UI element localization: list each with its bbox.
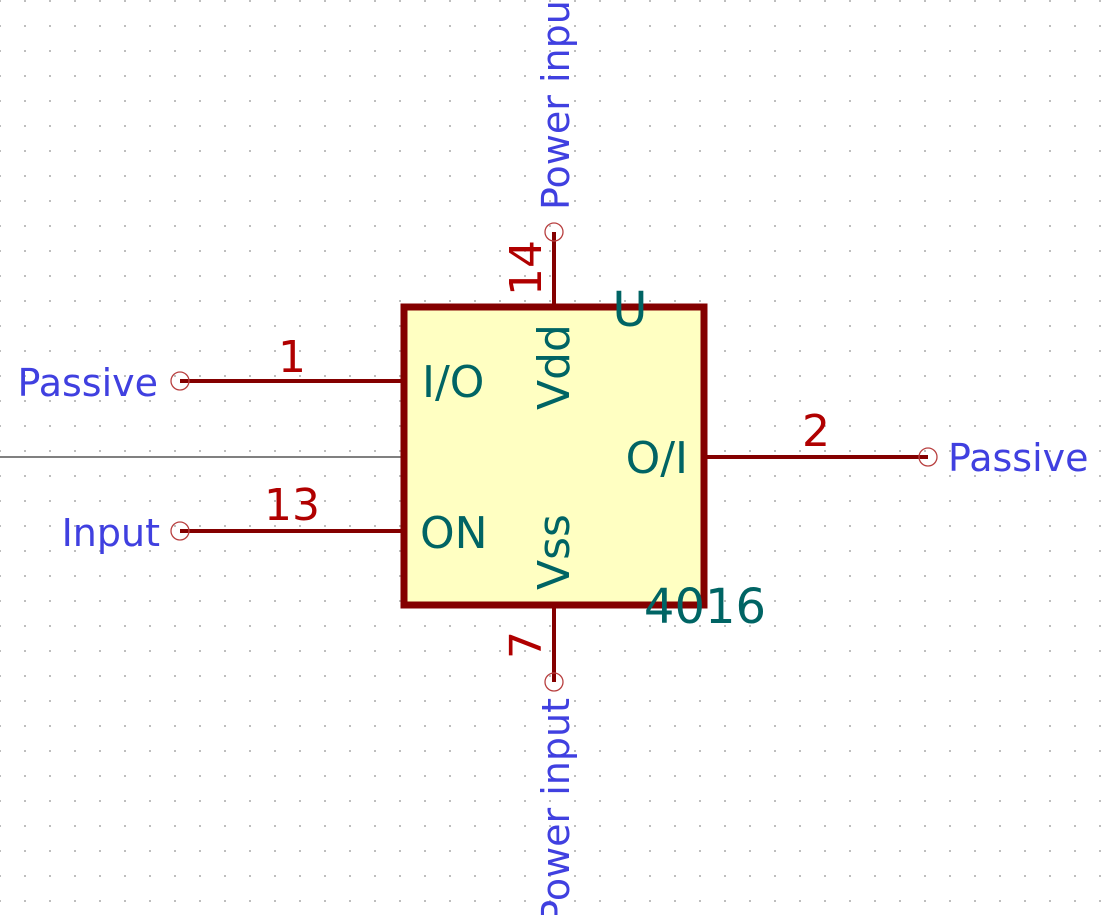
pin-1-number: 1 bbox=[278, 332, 306, 383]
pin-2-number: 2 bbox=[802, 406, 830, 457]
pin-13-name: ON bbox=[420, 508, 488, 559]
pin-1-connection-point[interactable] bbox=[170, 371, 190, 391]
component-body[interactable] bbox=[400, 303, 708, 609]
pin-2-name: O/I bbox=[626, 433, 688, 484]
pin-2-connection-point[interactable] bbox=[918, 447, 938, 467]
pin-7-connection-point[interactable] bbox=[544, 672, 564, 692]
pin-13-electrical-type: Input bbox=[62, 511, 160, 555]
pin-7-number: 7 bbox=[501, 631, 552, 659]
pin-1-name: I/O bbox=[422, 357, 484, 408]
pin-13-connection-point[interactable] bbox=[170, 521, 190, 541]
pin-14-number: 14 bbox=[501, 240, 552, 296]
pin-1-electrical-type: Passive bbox=[17, 361, 158, 405]
pin-14-name: Vdd bbox=[529, 324, 580, 410]
component-value[interactable]: 4016 bbox=[644, 579, 766, 635]
pin-13-number: 13 bbox=[264, 480, 320, 531]
pin-7-electrical-type: Power input bbox=[534, 698, 578, 915]
pin-7-name: Vss bbox=[529, 514, 580, 590]
pin-2-electrical-type: Passive bbox=[948, 436, 1089, 480]
pin-14-electrical-type: Power input bbox=[534, 0, 578, 210]
reference-designator[interactable]: U bbox=[612, 282, 647, 338]
pin-14-connection-point[interactable] bbox=[544, 222, 564, 242]
